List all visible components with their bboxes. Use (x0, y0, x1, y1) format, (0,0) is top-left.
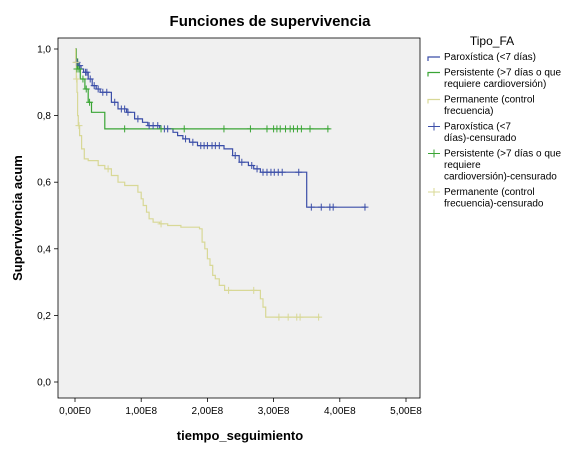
censor-mark (82, 85, 90, 93)
legend-item-label: Permanente (control frecuencia) (444, 95, 535, 118)
censor-mark (315, 313, 323, 321)
censor-mark (329, 203, 337, 211)
censor-mark (90, 82, 98, 90)
censor-mark (94, 85, 102, 93)
censor-mark (246, 125, 254, 133)
censor-mark (86, 75, 94, 83)
censor-mark (284, 313, 292, 321)
legend-line-swatch (427, 71, 440, 77)
x-tick-label: 0,00E0 (59, 406, 91, 417)
y-tick-label: 0,2 (37, 311, 51, 322)
censor-mark (231, 152, 239, 160)
y-tick-label: 0,8 (37, 111, 51, 122)
y-axis-title: Supervivencia acum (10, 155, 25, 281)
censor-mark (157, 125, 165, 133)
censor-mark (75, 122, 83, 130)
censor-mark (134, 115, 142, 123)
censor-mark (306, 125, 314, 133)
censor-mark (121, 105, 129, 113)
legend-item-label: Paroxística (<7 días)-censurado (444, 122, 517, 145)
censor-mark (75, 65, 83, 73)
censor-mark (295, 168, 303, 176)
y-tick-label: 0,0 (37, 378, 51, 389)
x-axis: 0,00E0 1,00E8 2,00E8 3,00E8 4,00E8 5,00E8 (59, 398, 422, 417)
y-tick-label: 0,4 (37, 244, 51, 255)
legend-line-swatch (427, 98, 440, 104)
legend-line-swatch (427, 56, 440, 61)
censor-mark (220, 125, 228, 133)
curve-paroxistica (75, 48, 367, 208)
censor-mark (324, 125, 332, 133)
x-tick-label: 2,00E8 (192, 406, 224, 417)
legend-item-label: Permanente (control frecuencia)-censurado (444, 187, 544, 210)
curve-permanente (75, 48, 320, 318)
censor-mark (189, 138, 197, 146)
censor-mark (278, 168, 286, 176)
censor-mark (83, 68, 91, 76)
censor-mark (253, 165, 261, 173)
censor-mark (248, 162, 256, 170)
legend: Tipo_FA Paroxística (<7 días) Persistente… (427, 34, 561, 210)
censor-mark (157, 220, 165, 228)
censor-mark (164, 125, 172, 133)
censor-mark (361, 203, 369, 211)
y-tick-label: 1,0 (37, 45, 51, 56)
censor-mark (215, 142, 223, 150)
censor-mark (79, 75, 87, 83)
legend-censor-swatch (428, 149, 440, 158)
x-axis-title: tiempo_seguimiento (177, 428, 303, 443)
legend-title: Tipo_FA (470, 34, 514, 48)
censor-mark (250, 286, 258, 294)
censor-mark (238, 158, 246, 166)
censor-mark (73, 75, 81, 83)
censor-mark (86, 98, 94, 106)
censor-mark (275, 313, 283, 321)
legend-item-label: Persistente (>7 días o que requiere cardio… (444, 149, 561, 183)
censor-mark (180, 125, 188, 133)
legend-censor-swatch (428, 122, 440, 131)
y-axis: 0,0 0,2 0,4 0,6 0,8 1,0 (37, 45, 58, 389)
x-tick-label: 1,00E8 (125, 406, 157, 417)
censor-mark (104, 165, 112, 173)
x-tick-label: 3,00E8 (258, 406, 290, 417)
censor-mark (72, 58, 80, 66)
legend-item-label: Persistente (>7 días o que requiere cardi… (444, 68, 561, 91)
censor-mark (297, 125, 305, 133)
legend-censor-swatch (428, 188, 440, 196)
legend-item-label: Paroxística (<7 días) (444, 52, 536, 63)
censor-mark (263, 125, 271, 133)
censor-mark (296, 313, 304, 321)
censor-mark (182, 135, 190, 143)
censor-mark (154, 122, 162, 130)
censor-mark (317, 203, 325, 211)
censor-mark (103, 88, 111, 96)
y-tick-label: 0,6 (37, 178, 51, 189)
censor-mark (307, 203, 315, 211)
censor-mark (124, 108, 132, 116)
x-tick-label: 4,00E8 (324, 406, 356, 417)
chart-title: Funciones de supervivencia (170, 13, 372, 30)
censor-marks (72, 58, 369, 321)
x-tick-label: 5,00E8 (390, 406, 422, 417)
censor-mark (111, 98, 119, 106)
plot-area-background (57, 37, 421, 399)
censor-mark (121, 125, 129, 133)
censor-mark (225, 286, 233, 294)
